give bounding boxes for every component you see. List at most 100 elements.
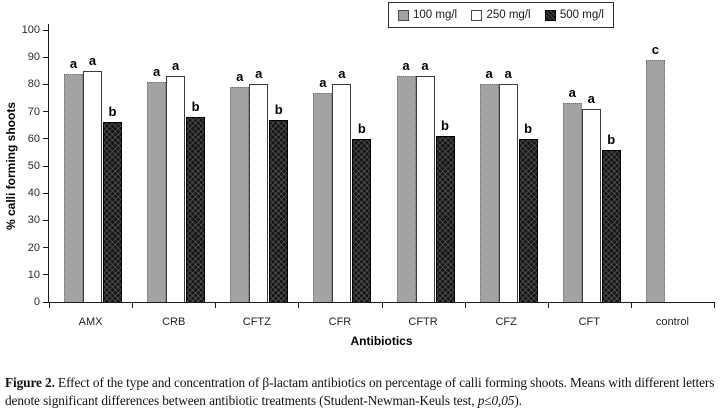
- legend-label: 100 mg/l: [413, 9, 458, 21]
- bar-AMX-100mgl: [64, 73, 83, 302]
- y-tick-label: 20: [27, 241, 40, 254]
- bars-row: [396, 76, 455, 302]
- sig-letter: b: [191, 99, 200, 115]
- bar-CFTZ-100mgl: [230, 87, 250, 302]
- y-tick-label: 60: [27, 132, 40, 145]
- x-tick-label-AMX: AMX: [78, 316, 103, 328]
- sig-letter: a: [88, 52, 97, 68]
- x-tick-mark: [132, 302, 134, 308]
- sig-letter: a: [255, 66, 263, 82]
- sig-letter: a: [153, 63, 161, 79]
- x-tick-label-CRB: CRB: [162, 316, 186, 328]
- sig-letter: a: [402, 58, 410, 74]
- bar-CFR-250mgl: [332, 84, 352, 302]
- legend-swatch: [471, 9, 483, 21]
- sig-letter: a: [172, 58, 180, 74]
- bar-group-CFTR: a a b CFTR: [382, 24, 465, 328]
- legend-label: 250 mg/l: [486, 9, 531, 21]
- sig-letter: b: [441, 118, 449, 134]
- legend-label: 500 mg/l: [559, 9, 604, 21]
- legend-swatch: [544, 9, 556, 21]
- sig-letter: c: [651, 41, 659, 57]
- bar-CFR-500mgl: [352, 138, 372, 302]
- x-tick-mark: [215, 302, 217, 308]
- bar-CFTZ-500mgl: [269, 119, 289, 302]
- bar-group-CFT: a a b CFT: [548, 24, 631, 328]
- sig-letter: a: [504, 66, 512, 82]
- bar-CRB-100mgl: [147, 81, 167, 302]
- y-tick-mark: [43, 192, 49, 194]
- y-tick-label: 80: [27, 78, 40, 91]
- x-tick-label-CFT: CFT: [578, 316, 600, 328]
- y-tick-label: 90: [27, 51, 40, 64]
- x-tick-mark: [630, 302, 632, 308]
- caption-stat: p≤0,05: [477, 392, 515, 408]
- legend-swatch: [398, 9, 409, 21]
- bars-row: [479, 84, 538, 302]
- bars-row: [64, 70, 122, 302]
- bar-group-CFZ: a a b CFZ: [465, 24, 548, 328]
- y-tick-label: 50: [27, 160, 40, 172]
- bar-CRB-500mgl: [186, 117, 206, 302]
- bars-row: [562, 103, 621, 302]
- y-tick-label: 40: [27, 187, 40, 200]
- x-tick-mark: [381, 302, 383, 308]
- sig-letter: a: [338, 66, 346, 82]
- y-tick-mark: [43, 274, 49, 276]
- sig-letter: a: [587, 90, 595, 106]
- y-tick-mark: [43, 83, 49, 85]
- y-tick-label: 70: [27, 105, 40, 118]
- legend-item-100mgl: 100 mg/l: [398, 9, 457, 21]
- caption-text-end: ).: [514, 392, 522, 408]
- bar-CFZ-100mgl: [479, 84, 499, 302]
- x-tick-mark: [547, 302, 549, 308]
- sig-letter: a: [236, 69, 244, 85]
- bar-CFTR-500mgl: [435, 136, 455, 302]
- sig-letter: a: [485, 66, 493, 82]
- x-tick-label-CFTR: CFTR: [408, 316, 438, 328]
- x-tick-label-CFZ: CFZ: [495, 316, 517, 328]
- bar-AMX-500mgl: [103, 122, 122, 302]
- sig-letter: b: [357, 120, 366, 136]
- y-tick-label: 100: [21, 24, 40, 36]
- sig-letter: a: [319, 74, 327, 90]
- sig-letter: a: [69, 55, 78, 71]
- bar-CFT-500mgl: [601, 149, 621, 302]
- y-tick-mark: [43, 219, 49, 221]
- bar-CFZ-250mgl: [498, 84, 518, 302]
- y-tick-mark: [43, 56, 49, 58]
- bar-CFZ-500mgl: [518, 138, 538, 302]
- x-tick-mark: [464, 302, 466, 308]
- x-tick-label-CFR: CFR: [328, 316, 352, 328]
- x-tick-mark: [49, 302, 50, 308]
- y-tick-mark: [43, 138, 49, 140]
- legend-item-250mgl: 250 mg/l: [471, 9, 531, 21]
- bar-CFTZ-250mgl: [249, 84, 269, 302]
- y-tick-mark: [43, 29, 49, 31]
- x-tick-label-control: control: [655, 316, 689, 328]
- bar-group-control: c control: [631, 24, 714, 328]
- y-tick-mark: [43, 111, 49, 113]
- bar-group-CFTZ: a a b CFTZ: [215, 24, 298, 328]
- bar-AMX-250mgl: [83, 70, 102, 302]
- bars-row: [147, 76, 206, 302]
- y-tick-label: 10: [27, 268, 40, 281]
- x-tick-label-CFTZ: CFTZ: [242, 316, 271, 328]
- bars-row: [645, 59, 665, 302]
- sig-letter: b: [274, 101, 283, 117]
- sig-letter: b: [108, 104, 117, 120]
- plot-area: Antibiotics 0 10 20 30 40 50 60 70 80 90 100 a a b AMX…: [22, 24, 715, 348]
- bar-CRB-250mgl: [166, 76, 186, 302]
- bar-CFR-100mgl: [313, 92, 333, 302]
- bar-control-100mgl: [645, 59, 665, 302]
- x-tick-mark: [714, 302, 715, 308]
- y-tick-label: 30: [27, 214, 40, 227]
- y-tick-mark: [43, 247, 49, 249]
- bar-group-CFR: a a b CFR: [298, 24, 381, 328]
- x-tick-mark: [298, 302, 300, 308]
- y-tick-label: 0: [33, 296, 40, 308]
- sig-letter: b: [524, 120, 533, 136]
- caption-text: Effect of the type and concentration of …: [5, 375, 715, 408]
- sig-letter: a: [568, 85, 576, 101]
